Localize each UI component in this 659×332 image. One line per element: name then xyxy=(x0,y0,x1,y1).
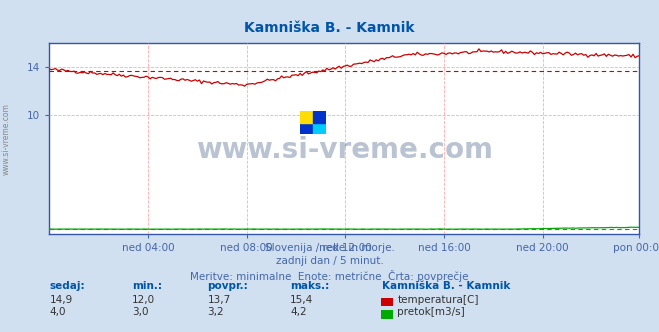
Text: 4,2: 4,2 xyxy=(290,307,306,317)
Bar xyxy=(300,111,313,123)
Text: 3,0: 3,0 xyxy=(132,307,148,317)
Text: 13,7: 13,7 xyxy=(208,295,231,305)
Bar xyxy=(300,123,313,134)
Bar xyxy=(313,111,326,123)
Text: 14,9: 14,9 xyxy=(49,295,72,305)
Text: maks.:: maks.: xyxy=(290,281,330,291)
Text: 4,0: 4,0 xyxy=(49,307,66,317)
Text: 3,2: 3,2 xyxy=(208,307,224,317)
Text: pretok[m3/s]: pretok[m3/s] xyxy=(397,307,465,317)
Text: Slovenija / reke in morje.: Slovenija / reke in morje. xyxy=(264,243,395,253)
Text: Kamniška B. - Kamnik: Kamniška B. - Kamnik xyxy=(382,281,511,291)
Bar xyxy=(313,123,326,134)
Text: www.si-vreme.com: www.si-vreme.com xyxy=(2,104,11,175)
Text: www.si-vreme.com: www.si-vreme.com xyxy=(196,136,493,164)
Text: sedaj:: sedaj: xyxy=(49,281,85,291)
Text: 15,4: 15,4 xyxy=(290,295,313,305)
Text: Kamniška B. - Kamnik: Kamniška B. - Kamnik xyxy=(244,21,415,35)
Text: zadnji dan / 5 minut.: zadnji dan / 5 minut. xyxy=(275,256,384,266)
Text: min.:: min.: xyxy=(132,281,162,291)
Text: 12,0: 12,0 xyxy=(132,295,155,305)
Text: povpr.:: povpr.: xyxy=(208,281,248,291)
Text: temperatura[C]: temperatura[C] xyxy=(397,295,479,305)
Text: Meritve: minimalne  Enote: metrične  Črta: povprečje: Meritve: minimalne Enote: metrične Črta:… xyxy=(190,270,469,282)
